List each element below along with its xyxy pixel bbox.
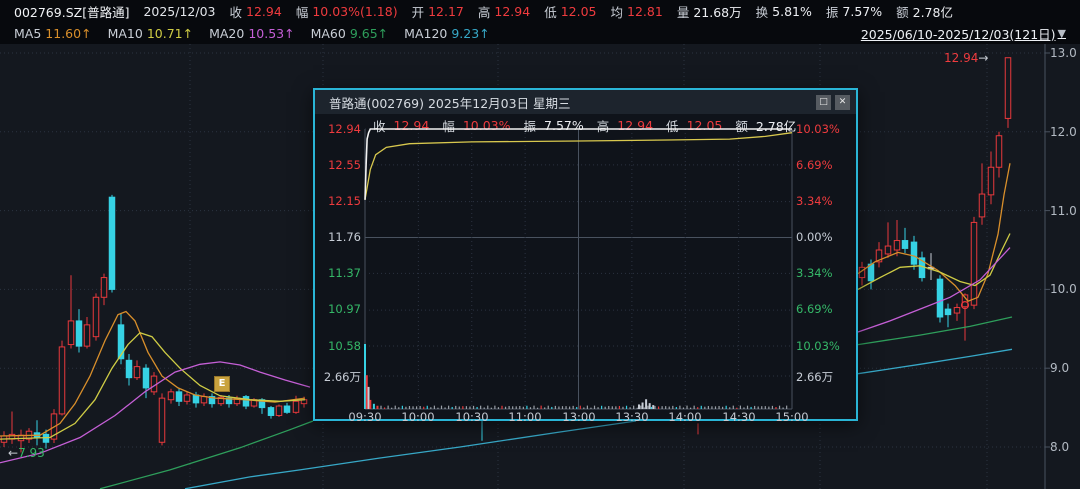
- quote-date: 2025/12/03: [143, 3, 216, 19]
- main-ytick-13: 13.0: [1050, 46, 1077, 60]
- stat-open: 开 12.17: [411, 3, 464, 20]
- intraday-ytick-left-5: 10.97: [328, 302, 361, 316]
- quote-stats-row: 002769.SZ[普路通] 2025/12/03 收 12.94 幅 10.03%…: [0, 0, 1080, 22]
- time-tick-1330: 13:30: [615, 410, 649, 424]
- popup-title: 普路通(002769) 2025年12月03日 星期三: [329, 95, 571, 111]
- intraday-popup-window: 普路通(002769) 2025年12月03日 星期三 □ ✕ 收 12.94 幅…: [313, 88, 858, 424]
- arrow-right-icon: →: [978, 51, 989, 65]
- intraday-ytick-right-2: 3.34%: [796, 194, 833, 208]
- time-tick-1300: 13:00: [562, 410, 596, 424]
- main-ytick-8: 8.0: [1050, 440, 1070, 454]
- stat-change: 幅 10.03%(1.18): [295, 3, 398, 20]
- chevron-down-icon: ▼: [1057, 26, 1066, 40]
- symbol-name: 002769.SZ[普路通]: [14, 4, 130, 20]
- intraday-ytick-right-4: 3.34%: [796, 266, 833, 280]
- intraday-chart[interactable]: [315, 90, 856, 419]
- intraday-ytick-right-0: 10.03%: [796, 122, 840, 136]
- intraday-ytick-left-2: 12.15: [328, 194, 361, 208]
- stat-low: 低 12.05: [544, 3, 597, 20]
- day-low-annotation: ←7.93: [8, 446, 45, 460]
- time-tick-1430: 14:30: [722, 410, 756, 424]
- date-range-selector[interactable]: 2025/06/10-2025/12/03(121日) ▼: [860, 26, 1066, 42]
- stat-turnover: 换 5.81%: [755, 3, 812, 20]
- stat-avg: 均 12.81: [610, 3, 663, 20]
- time-tick-1100: 11:00: [508, 410, 542, 424]
- time-tick-1400: 14:00: [668, 410, 702, 424]
- time-tick-1500: 15:00: [775, 410, 809, 424]
- intraday-ytick-right-1: 6.69%: [796, 158, 833, 172]
- time-tick-0930: 09:30: [348, 410, 382, 424]
- main-ytick-9: 9.0: [1050, 361, 1070, 375]
- main-ytick-11: 11.0: [1050, 204, 1077, 218]
- ma20-value: MA20 10.53↑: [209, 25, 295, 41]
- stat-volume: 量 21.68万: [676, 4, 742, 20]
- stat-amplitude: 振 7.57%: [825, 3, 883, 20]
- stat-close: 收 12.94: [229, 3, 282, 20]
- intraday-volume-label-left: 2.66万: [323, 370, 361, 384]
- intraday-volume-label-right: 2.66万: [796, 370, 834, 384]
- maximize-button[interactable]: □: [816, 94, 831, 110]
- intraday-ytick-left-0: 12.94: [328, 122, 361, 136]
- popup-stat-amount: 额 2.78亿: [735, 119, 797, 134]
- intraday-ytick-left-4: 11.37: [328, 266, 361, 280]
- ma5-value: MA5 11.60↑: [14, 25, 92, 41]
- event-badge[interactable]: E: [214, 376, 230, 392]
- stat-high: 高 12.94: [477, 3, 531, 20]
- intraday-ytick-right-5: 6.69%: [796, 302, 833, 316]
- main-ytick-12: 12.0: [1050, 125, 1077, 139]
- time-tick-1030: 10:30: [455, 410, 489, 424]
- ma-indicator-row: MA5 11.60↑ MA10 10.71↑ MA20 10.53↑ MA60 9.65…: [0, 22, 1080, 44]
- arrow-left-icon: ←: [8, 446, 19, 460]
- ma60-value: MA60 9.65↑: [310, 25, 389, 41]
- popup-titlebar[interactable]: 普路通(002769) 2025年12月03日 星期三 □ ✕: [315, 90, 856, 114]
- intraday-ytick-right-6: 10.03%: [796, 339, 840, 353]
- time-tick-1000: 10:00: [401, 410, 435, 424]
- intraday-ytick-right-3: 0.00%: [796, 230, 833, 244]
- intraday-ytick-left-1: 12.55: [328, 158, 361, 172]
- close-button[interactable]: ✕: [835, 94, 850, 110]
- day-high-annotation: 12.94→: [944, 51, 989, 65]
- quote-header: 002769.SZ[普路通] 2025/12/03 收 12.94 幅 10.03%…: [0, 0, 1080, 44]
- stat-amount: 额 2.78亿: [896, 4, 953, 20]
- main-ytick-10: 10.0: [1050, 282, 1077, 296]
- intraday-ytick-left-3: 11.76: [328, 230, 361, 244]
- ma120-value: MA120 9.23↑: [404, 25, 490, 41]
- intraday-ytick-left-6: 10.58: [328, 339, 361, 353]
- ma10-value: MA10 10.71↑: [107, 25, 194, 41]
